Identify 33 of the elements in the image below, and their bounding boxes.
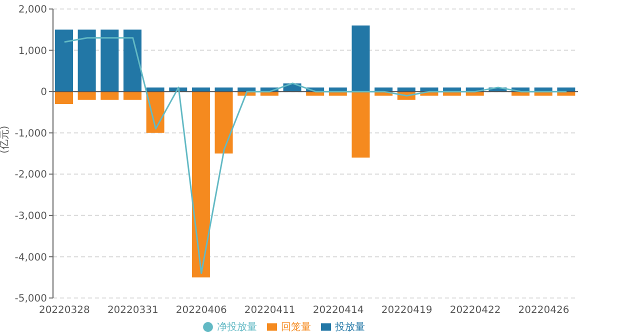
y-tick-label: 2,000 — [18, 4, 47, 16]
x-tick-label: 20220406 — [176, 305, 227, 316]
x-tick-label: 20220411 — [244, 305, 296, 316]
x-tick-label: 20220414 — [312, 305, 364, 316]
line-series — [64, 37, 568, 274]
bar — [214, 92, 233, 154]
legend-label: 净投放量 — [217, 322, 257, 333]
x-tick-label: 20220419 — [381, 305, 432, 316]
bar — [55, 30, 73, 92]
bar — [100, 92, 119, 100]
legend-label: 回笼量 — [281, 322, 311, 333]
x-tick-label: 20220426 — [518, 305, 570, 316]
y-tick-label: -3,000 — [14, 210, 47, 222]
bar — [100, 30, 119, 92]
x-tick-label: 20220422 — [450, 305, 501, 316]
bar — [78, 92, 96, 100]
y-tick-label: -4,000 — [14, 252, 47, 264]
y-tick-label: -1,000 — [14, 128, 47, 140]
y-tick-label: -5,000 — [14, 294, 47, 305]
bar — [352, 26, 370, 92]
y-tick-label: -2,000 — [14, 170, 47, 181]
bar — [192, 92, 210, 278]
y-axis-title: (亿元) — [0, 126, 11, 154]
bar — [123, 30, 142, 92]
bar — [78, 30, 96, 92]
y-tick-label: 0 — [40, 87, 47, 98]
bar — [123, 92, 142, 100]
x-tick-label: 20220328 — [38, 305, 90, 316]
legend-label: 投放量 — [335, 322, 365, 333]
y-tick-label: 1,000 — [18, 46, 47, 57]
x-tick-label: 20220331 — [107, 305, 158, 316]
bar — [55, 92, 73, 104]
bar — [352, 92, 370, 158]
